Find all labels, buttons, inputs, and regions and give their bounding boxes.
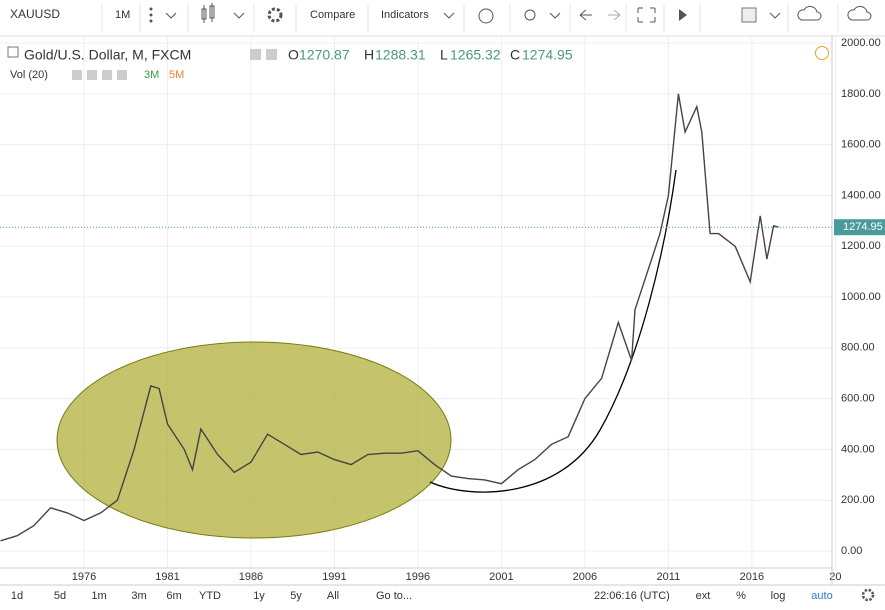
theme-icon[interactable] — [524, 9, 536, 21]
x-tick-label: 2006 — [573, 571, 597, 583]
range-button[interactable]: 6m — [166, 590, 181, 602]
settings-icon[interactable] — [267, 7, 283, 23]
x-tick-label: 2001 — [489, 571, 513, 583]
x-tick-label: 1991 — [322, 571, 346, 583]
collapse[interactable] — [7, 46, 19, 58]
last-price-tag — [834, 219, 885, 236]
log-button[interactable]: log — [771, 590, 786, 602]
low-label: L — [440, 47, 448, 63]
layout-icon[interactable] — [741, 7, 757, 23]
last-price-label: 1274.95 — [843, 221, 883, 233]
legend-title: Gold/U.S. Dollar, M, FXCM — [24, 47, 191, 63]
range-button[interactable]: 3m — [131, 590, 146, 602]
redo[interactable] — [608, 9, 621, 21]
ma1-label: 3M — [144, 69, 159, 81]
low-value: 1265.32 — [450, 47, 501, 63]
replay[interactable] — [679, 9, 687, 21]
close-value: 1274.95 — [522, 47, 573, 63]
volume-label: Vol (20) — [10, 69, 48, 81]
x-tick-label: 1981 — [155, 571, 179, 583]
y-tick-label: 0.00 — [841, 545, 862, 557]
range-button[interactable]: 1d — [11, 590, 23, 602]
legend-icon[interactable] — [250, 49, 261, 60]
chart-style-icon[interactable] — [201, 3, 215, 23]
percent-button[interactable]: % — [736, 590, 746, 602]
x-tick-label: 1986 — [239, 571, 263, 583]
dropdown[interactable] — [769, 12, 781, 19]
dropdown[interactable] — [443, 12, 455, 19]
symbol[interactable]: XAUUSD — [10, 7, 60, 21]
close-label: C — [510, 47, 520, 63]
y-tick-label: 2000.00 — [841, 37, 881, 49]
x-tick-label: 1976 — [72, 571, 96, 583]
range-button[interactable]: 1m — [91, 590, 106, 602]
fullscreen[interactable] — [637, 7, 656, 23]
undo[interactable] — [579, 9, 592, 21]
y-tick-label: 1000.00 — [841, 291, 881, 303]
interval[interactable]: 1M — [115, 9, 130, 21]
open-label: O — [288, 47, 299, 63]
range-button[interactable]: 5y — [290, 590, 302, 602]
toolbar — [0, 0, 885, 36]
legend-icon[interactable] — [266, 49, 277, 60]
y-tick-label: 400.00 — [841, 443, 875, 455]
alert-icon[interactable] — [478, 8, 494, 24]
y-tick-label: 1800.00 — [841, 88, 881, 100]
high-label: H — [364, 47, 374, 63]
x-tick-label: 20 — [829, 571, 841, 583]
warning-icon[interactable] — [815, 46, 829, 60]
high-value: 1288.31 — [375, 47, 426, 63]
save-icon[interactable] — [847, 5, 872, 21]
range-button[interactable]: YTD — [199, 590, 221, 602]
ext-button[interactable]: ext — [696, 590, 711, 602]
load-icon[interactable] — [797, 5, 822, 21]
indicators-button[interactable]: Indicators — [381, 9, 429, 21]
range-button[interactable]: All — [327, 590, 339, 602]
x-tick-label: 2016 — [740, 571, 764, 583]
y-tick-label: 1600.00 — [841, 139, 881, 151]
range-button[interactable]: 1y — [253, 590, 265, 602]
range-button[interactable]: 5d — [54, 590, 66, 602]
y-tick-label: 200.00 — [841, 494, 875, 506]
curve-drawing[interactable] — [429, 169, 677, 493]
auto-button[interactable]: auto — [811, 590, 832, 602]
dropdown[interactable] — [549, 12, 561, 19]
open-value: 1270.87 — [299, 47, 350, 63]
goto-button[interactable]: Go to... — [376, 590, 412, 602]
y-tick-label: 600.00 — [841, 393, 875, 405]
x-tick-label: 1996 — [406, 571, 430, 583]
compare-button[interactable]: Compare — [310, 9, 355, 21]
ma2-label: 5M — [169, 69, 184, 81]
dropdown[interactable] — [165, 12, 177, 19]
x-tick-label: 2011 — [657, 571, 681, 583]
y-tick-label: 800.00 — [841, 342, 875, 354]
price-line — [0, 93, 779, 542]
dropdown[interactable] — [233, 12, 245, 19]
y-tick-label: 1400.00 — [841, 189, 881, 201]
y-tick-label: 1200.00 — [841, 240, 881, 252]
settings-icon[interactable] — [861, 588, 875, 602]
menu-dots[interactable] — [149, 7, 153, 23]
ellipse-drawing[interactable] — [56, 341, 452, 539]
clock: 22:06:16 (UTC) — [594, 590, 670, 602]
